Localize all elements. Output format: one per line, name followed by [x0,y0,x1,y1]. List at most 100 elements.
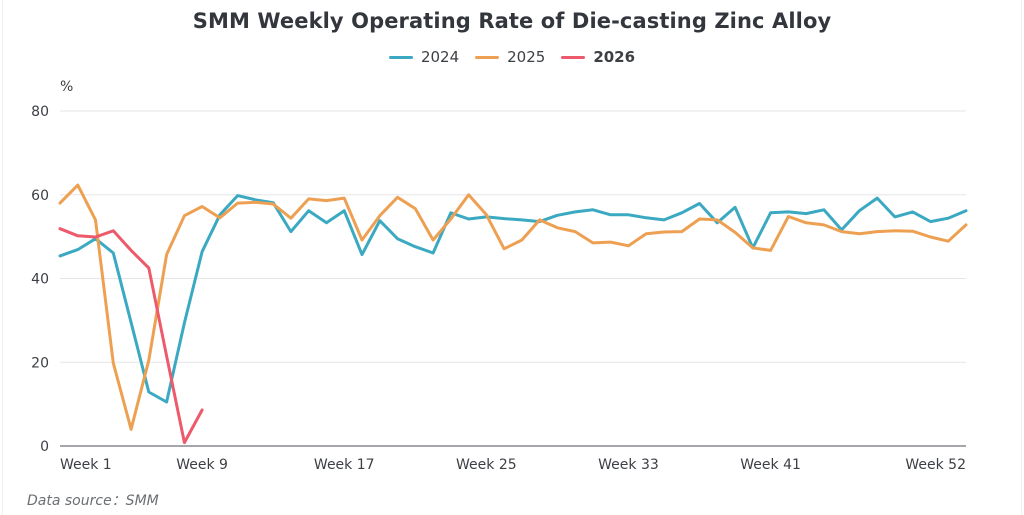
data-point-2025[interactable] [785,214,791,220]
data-point-2024[interactable] [963,208,969,214]
data-point-2025[interactable] [892,228,898,234]
data-point-2024[interactable] [874,195,880,201]
data-point-2024[interactable] [768,210,774,216]
data-point-2025[interactable] [608,239,614,245]
data-point-2025[interactable] [572,229,578,235]
legend-item-2025[interactable]: 2025 [475,48,545,66]
data-point-2026[interactable] [110,228,116,234]
data-point-2025[interactable] [270,201,276,207]
data-point-2024[interactable] [75,247,81,253]
data-point-2024[interactable] [341,208,347,214]
legend-item-2026[interactable]: 2026 [561,48,635,66]
data-point-2025[interactable] [288,215,294,221]
data-point-2024[interactable] [608,212,614,218]
data-point-2024[interactable] [732,204,738,210]
data-point-2025[interactable] [448,216,454,222]
data-point-2026[interactable] [146,265,152,271]
data-point-2025[interactable] [252,199,258,205]
data-point-2025[interactable] [590,240,596,246]
data-point-2025[interactable] [768,247,774,253]
data-point-2025[interactable] [554,225,560,231]
data-point-2025[interactable] [732,229,738,235]
series-line-2025[interactable] [58,183,968,431]
data-point-2026[interactable] [93,234,99,240]
data-point-2025[interactable] [181,213,187,219]
data-point-2026[interactable] [75,233,81,239]
data-point-2026[interactable] [128,247,134,253]
data-point-2024[interactable] [57,253,63,259]
data-point-2024[interactable] [181,320,187,326]
data-point-2025[interactable] [146,357,152,363]
data-point-2024[interactable] [679,210,685,216]
data-point-2025[interactable] [856,231,862,237]
data-point-2024[interactable] [306,208,312,214]
data-point-2024[interactable] [164,399,170,405]
data-point-2025[interactable] [839,229,845,235]
data-point-2025[interactable] [323,198,329,204]
data-point-2025[interactable] [217,215,223,221]
data-point-2024[interactable] [359,252,365,258]
data-point-2024[interactable] [323,220,329,226]
data-point-2025[interactable] [714,217,720,223]
data-point-2025[interactable] [750,245,756,251]
data-point-2024[interactable] [519,217,525,223]
data-point-2025[interactable] [625,243,631,249]
data-point-2025[interactable] [75,182,81,188]
data-point-2025[interactable] [697,216,703,222]
data-point-2024[interactable] [661,217,667,223]
data-point-2025[interactable] [57,200,63,206]
data-point-2025[interactable] [910,228,916,234]
data-point-2026[interactable] [164,353,170,359]
data-point-2026[interactable] [199,407,205,413]
data-point-2025[interactable] [359,237,365,243]
series-line-2024[interactable] [58,194,968,404]
data-point-2025[interactable] [395,194,401,200]
data-point-2025[interactable] [945,238,951,244]
data-point-2024[interactable] [466,216,472,222]
data-point-2024[interactable] [199,249,205,255]
data-point-2025[interactable] [483,212,489,218]
data-point-2025[interactable] [110,360,116,366]
data-point-2024[interactable] [945,215,951,221]
data-point-2024[interactable] [146,389,152,395]
data-point-2024[interactable] [892,214,898,220]
data-point-2024[interactable] [288,229,294,235]
data-point-2024[interactable] [803,211,809,217]
data-point-2024[interactable] [501,216,507,222]
data-point-2024[interactable] [430,250,436,256]
data-point-2025[interactable] [306,196,312,202]
data-point-2024[interactable] [412,244,418,250]
data-point-2024[interactable] [235,193,241,199]
data-point-2024[interactable] [697,201,703,207]
data-point-2025[interactable] [377,213,383,219]
data-point-2025[interactable] [199,203,205,209]
data-point-2025[interactable] [643,231,649,237]
data-point-2025[interactable] [235,200,241,206]
data-point-2025[interactable] [164,252,170,258]
data-point-2025[interactable] [927,234,933,240]
data-point-2024[interactable] [856,208,862,214]
data-point-2024[interactable] [128,319,134,325]
data-point-2024[interactable] [927,219,933,225]
data-point-2025[interactable] [341,195,347,201]
data-point-2024[interactable] [554,212,560,218]
data-point-2024[interactable] [910,209,916,215]
data-point-2025[interactable] [679,229,685,235]
data-point-2024[interactable] [572,209,578,215]
data-point-2025[interactable] [803,220,809,226]
data-point-2025[interactable] [93,217,99,223]
data-point-2024[interactable] [625,212,631,218]
data-point-2025[interactable] [821,222,827,228]
data-point-2024[interactable] [395,236,401,242]
data-point-2024[interactable] [110,250,116,256]
data-point-2025[interactable] [128,426,134,432]
data-point-2025[interactable] [874,229,880,235]
data-point-2026[interactable] [57,226,63,232]
data-point-2026[interactable] [181,440,187,446]
legend-item-2024[interactable]: 2024 [388,48,459,66]
series-line-2026[interactable] [58,227,204,445]
data-point-2025[interactable] [466,192,472,198]
data-point-2024[interactable] [590,207,596,213]
data-point-2025[interactable] [519,237,525,243]
data-point-2025[interactable] [661,229,667,235]
